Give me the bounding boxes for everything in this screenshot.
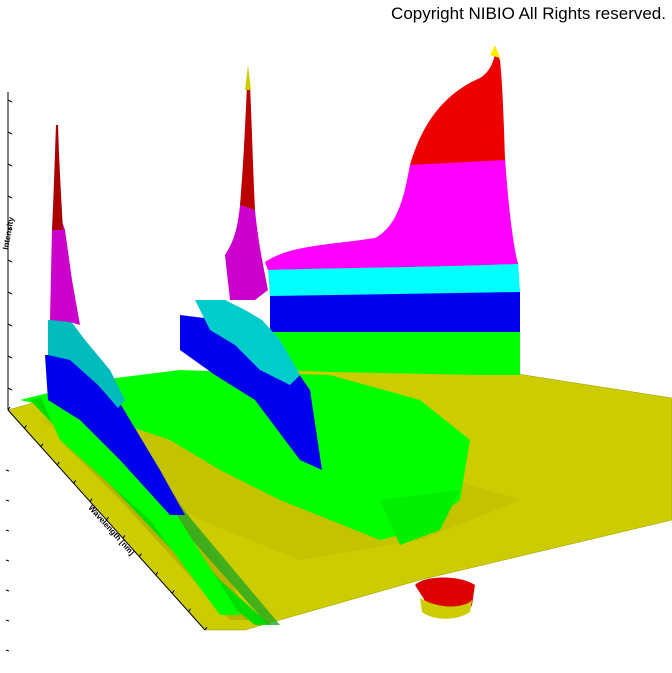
peak-middle-tip	[245, 65, 251, 90]
intensity-tick	[7, 163, 13, 167]
intensity-tick	[7, 99, 13, 103]
peak-right-blue	[270, 290, 520, 332]
peak-right-red	[410, 50, 505, 165]
wavelength-tick	[138, 553, 142, 557]
wavelength-tick	[7, 406, 11, 411]
intensity-tick	[7, 291, 13, 295]
depth-tick	[5, 499, 10, 502]
wavelength-tick	[122, 535, 126, 539]
depth-tick	[5, 559, 10, 562]
depth-tick	[5, 619, 10, 622]
wavelength-tick	[155, 571, 159, 576]
intensity-tick	[7, 131, 13, 135]
wavelength-tick	[171, 590, 175, 594]
depth-tick	[5, 529, 10, 532]
copyright-text: Copyright NIBIO All Rights reserved.	[391, 4, 666, 23]
green-tail	[380, 490, 460, 545]
peak-left-magenta	[50, 210, 80, 325]
wavelength-tick	[73, 480, 77, 484]
wavelength-tick	[106, 516, 109, 521]
intensity-tick	[7, 259, 13, 263]
depth-tick	[5, 649, 10, 652]
negative-dip-base	[420, 598, 472, 619]
intensity-tick	[7, 355, 13, 359]
intensity-axis-label: Intensity	[1, 216, 16, 251]
peak-right-magenta	[265, 158, 518, 270]
green-ridge-right	[270, 330, 520, 375]
peak-right	[265, 45, 520, 332]
peak-left	[40, 125, 240, 615]
peak-left-green	[40, 390, 240, 615]
wavelength-tick	[204, 626, 208, 631]
wavelength-tick	[40, 443, 44, 447]
intensity-ticks	[7, 99, 13, 391]
peak-middle-magenta	[225, 205, 268, 300]
peak-middle	[175, 65, 330, 500]
wavelength-ticks	[7, 406, 208, 631]
peak-left-red	[52, 125, 63, 230]
intensity-tick	[7, 195, 13, 199]
depth-ticks	[5, 469, 10, 652]
peak-middle-blue	[180, 315, 322, 470]
peak-middle-red	[240, 85, 255, 210]
depth-tick	[5, 469, 10, 472]
peak-middle-cyan	[195, 300, 300, 385]
intensity-tick	[7, 227, 13, 231]
wavelength-tick	[56, 461, 60, 466]
peak-left-blue	[45, 355, 185, 515]
peak-right-tip	[490, 45, 500, 58]
wavelength-tick	[188, 608, 191, 612]
depth-tick	[5, 589, 10, 592]
wavelength-tick	[89, 498, 93, 502]
wavelength-tick	[24, 425, 27, 429]
intensity-tick	[7, 387, 13, 391]
peak-right-cyan	[268, 262, 520, 296]
intensity-tick	[7, 323, 13, 327]
peak-left-cyan	[48, 320, 125, 408]
intensity-axis: Intensity	[1, 92, 16, 410]
